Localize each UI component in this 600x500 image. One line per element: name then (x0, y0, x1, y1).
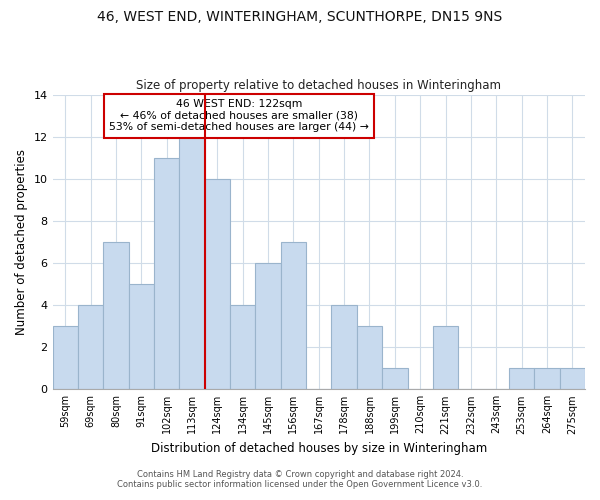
X-axis label: Distribution of detached houses by size in Winteringham: Distribution of detached houses by size … (151, 442, 487, 455)
Bar (205, 179, 230, 390)
Bar (78, 305, 103, 390)
Text: 46, WEST END, WINTERINGHAM, SCUNTHORPE, DN15 9NS: 46, WEST END, WINTERINGHAM, SCUNTHORPE, … (97, 10, 503, 24)
Bar (509, 368, 534, 390)
Bar (53, 326, 78, 390)
Bar (382, 368, 407, 390)
Bar (179, 136, 205, 390)
Bar (433, 326, 458, 390)
Bar (256, 263, 281, 390)
Title: Size of property relative to detached houses in Winteringham: Size of property relative to detached ho… (136, 79, 501, 92)
Bar (154, 158, 179, 390)
Text: 46 WEST END: 122sqm
← 46% of detached houses are smaller (38)
53% of semi-detach: 46 WEST END: 122sqm ← 46% of detached ho… (109, 99, 369, 132)
Bar (560, 368, 585, 390)
Bar (281, 242, 306, 390)
Bar (230, 305, 256, 390)
Y-axis label: Number of detached properties: Number of detached properties (15, 149, 28, 335)
Bar (331, 305, 357, 390)
Bar (103, 242, 128, 390)
Bar (128, 284, 154, 390)
Text: Contains HM Land Registry data © Crown copyright and database right 2024.
Contai: Contains HM Land Registry data © Crown c… (118, 470, 482, 489)
Bar (357, 326, 382, 390)
Bar (534, 368, 560, 390)
